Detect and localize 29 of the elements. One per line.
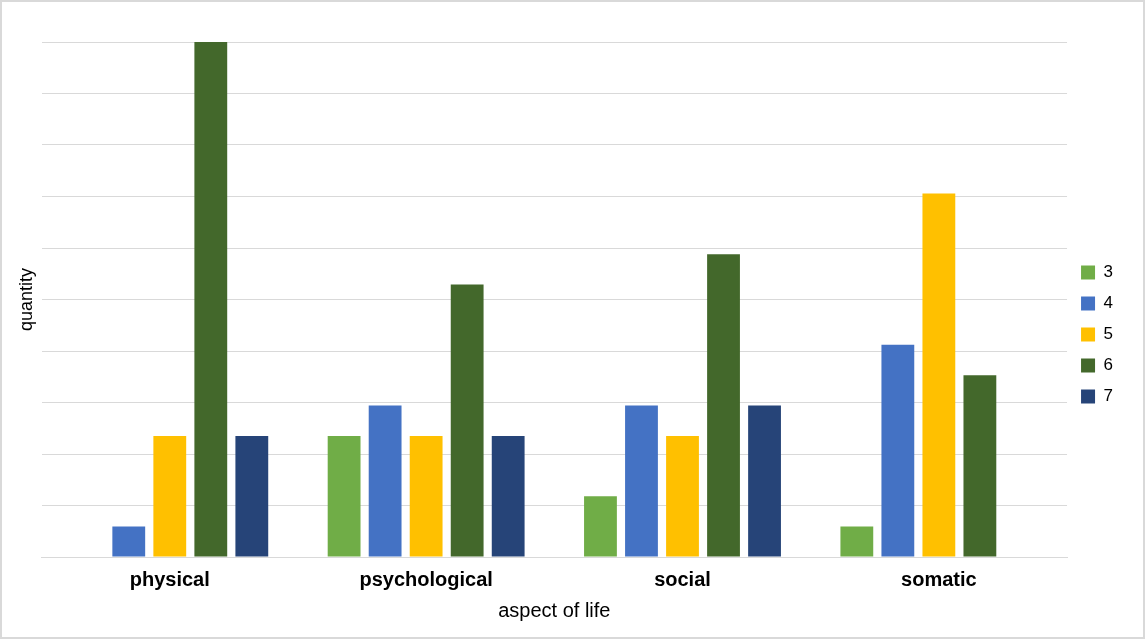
y-axis-title: quantity: [15, 267, 36, 332]
bar: [840, 526, 874, 557]
bar: [194, 42, 228, 557]
legend-label: 5: [1103, 324, 1114, 344]
bar: [235, 435, 269, 557]
bar: [963, 375, 997, 557]
bar: [707, 254, 740, 557]
legend-label: 7: [1103, 386, 1114, 406]
bar: [881, 344, 915, 557]
bar: [112, 526, 146, 557]
bar: [409, 435, 443, 557]
x-tick-label: psychological: [359, 567, 493, 590]
bar: [666, 435, 699, 557]
x-axis-title: aspect of life: [498, 598, 611, 621]
legend-label: 3: [1103, 262, 1114, 282]
bar: [748, 405, 781, 557]
bar: [450, 284, 484, 557]
bar: [625, 405, 658, 557]
bar: [491, 435, 525, 557]
bar: [368, 405, 402, 557]
bar: [584, 496, 617, 557]
bar: [153, 435, 187, 557]
x-tick-label: somatic: [901, 567, 977, 590]
bar: [922, 193, 956, 557]
bar: [327, 435, 361, 557]
legend-label: 6: [1103, 355, 1114, 375]
legend-label: 4: [1103, 293, 1114, 313]
x-tick-label: physical: [129, 567, 210, 590]
x-tick-label: social: [654, 567, 711, 590]
